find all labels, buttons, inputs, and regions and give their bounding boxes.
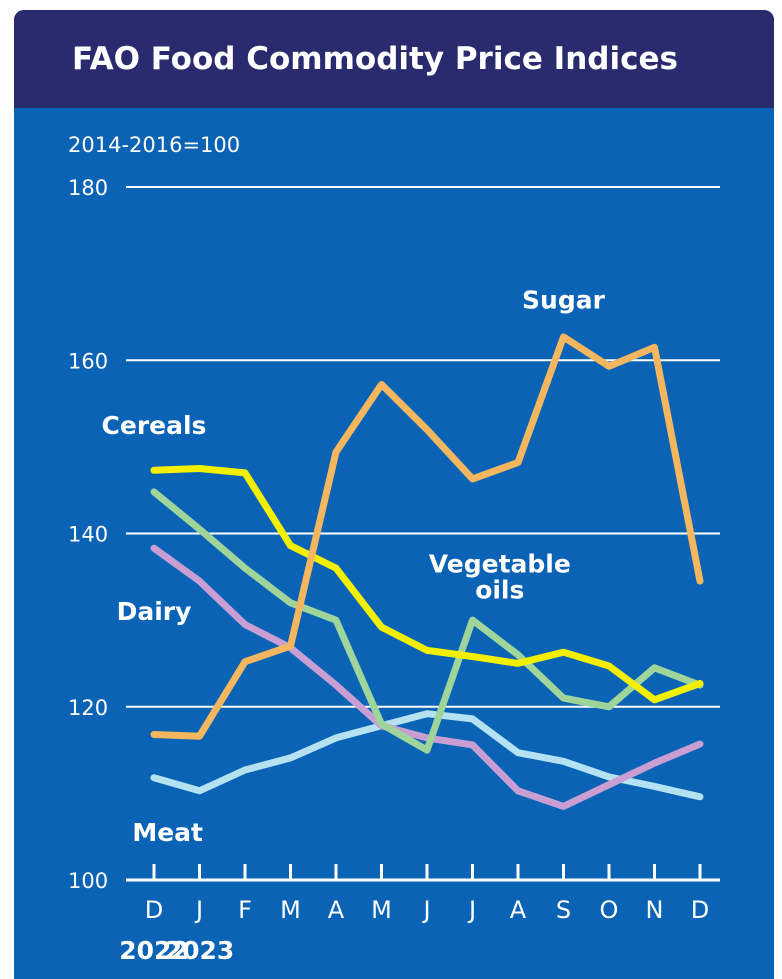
- series-label-vegetable-oils-line-1: oils: [475, 575, 524, 604]
- chart-panel: FAO Food Commodity Price Indices 2014-20…: [14, 10, 774, 979]
- series-label-vegetable-oils: Vegetable oils: [429, 549, 571, 604]
- series-line-dairy: [150, 544, 704, 810]
- y-tick-label-160: 160: [68, 349, 108, 373]
- year-label-2022: 2022: [119, 936, 189, 965]
- x-tick-label-4: A: [328, 896, 345, 924]
- series-line-meat: [150, 710, 704, 801]
- x-tick-label-2: F: [238, 896, 252, 924]
- y-tick-label-120: 120: [68, 696, 108, 720]
- y-tick-label-100: 100: [68, 869, 108, 893]
- x-tick-label-12: D: [691, 896, 709, 924]
- x-tick-label-5: M: [371, 896, 392, 924]
- series-label-meat: Meat: [132, 818, 203, 847]
- series-line-vegetable-oils: [150, 488, 704, 754]
- unit-label: 2014-2016=100: [68, 133, 240, 157]
- y-tick-label-180: 180: [68, 176, 108, 200]
- series-label-dairy: Dairy: [117, 597, 192, 626]
- series-label-sugar: Sugar: [522, 285, 606, 314]
- x-tick-label-7: J: [467, 896, 476, 924]
- x-tick-label-6: J: [421, 896, 430, 924]
- x-tick-label-10: O: [600, 896, 619, 924]
- series-label-vegetable-oils-line-0: Vegetable: [429, 549, 571, 578]
- year-label-2023: 2023: [165, 936, 235, 965]
- x-tick-label-11: N: [646, 896, 664, 924]
- x-tick-label-1: J: [194, 896, 203, 924]
- series-label-cereals: Cereals: [102, 411, 207, 440]
- x-tick-label-8: A: [510, 896, 527, 924]
- series-line-sugar: [150, 333, 704, 740]
- series-line-cereals: [150, 465, 704, 704]
- chart-title: FAO Food Commodity Price Indices: [14, 10, 774, 108]
- y-tick-label-140: 140: [68, 523, 108, 547]
- x-tick-label-3: M: [280, 896, 301, 924]
- x-tick-label-0: D: [145, 896, 163, 924]
- x-tick-label-9: S: [556, 896, 571, 924]
